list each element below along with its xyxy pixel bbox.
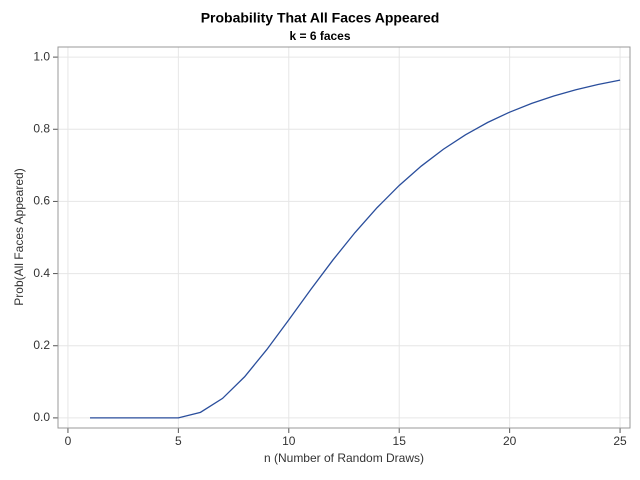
y-tick-label: 0.4 [33,266,50,280]
chart-subtitle: k = 6 faces [289,29,350,43]
plot-frame [57,46,631,429]
x-tick-label: 20 [503,434,517,448]
y-tick-label: 0.8 [33,121,50,135]
x-tick-label: 15 [393,434,407,448]
y-axis-label: Prob(All Faces Appeared) [12,168,26,305]
x-axis-label: n (Number of Random Draws) [264,451,424,465]
y-tick-label: 0.2 [33,338,50,352]
chart-title: Probability That All Faces Appeared [201,10,440,26]
y-tick-label: 0.6 [33,194,50,208]
x-tick-label: 25 [613,434,627,448]
x-tick-label: 0 [65,434,72,448]
y-tick-label: 0.0 [33,410,50,424]
x-tick-label: 10 [282,434,296,448]
data-line [90,79,621,419]
x-tick-label: 5 [175,434,182,448]
y-tick-label: 1.0 [33,49,50,63]
